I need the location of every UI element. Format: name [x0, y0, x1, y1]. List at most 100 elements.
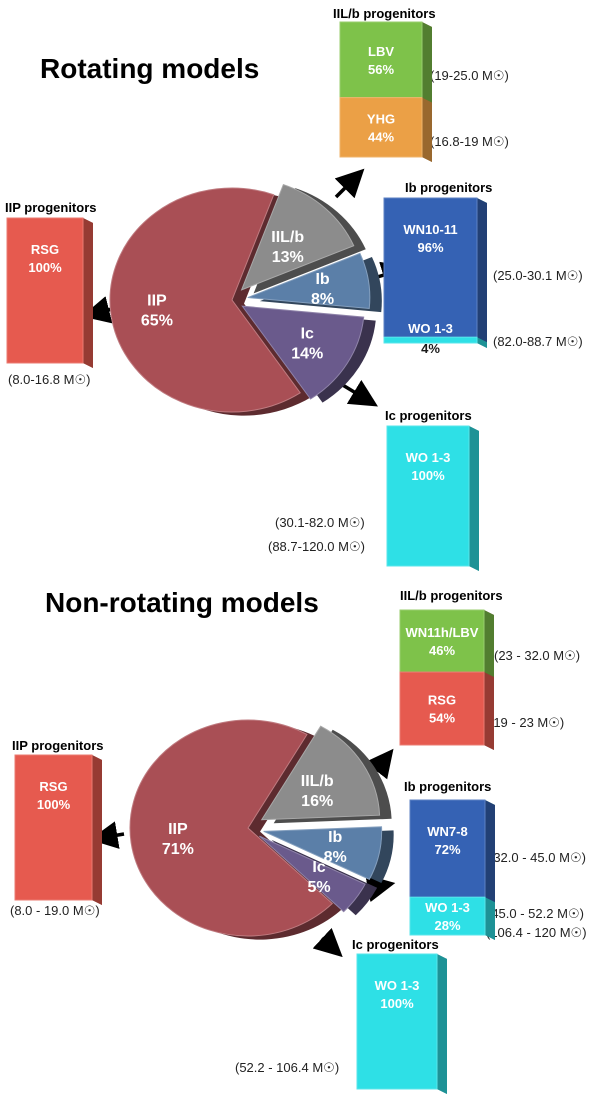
heading-ib-rot: Ib progenitors — [405, 180, 492, 195]
bar-segment-ic-0-1 — [356, 953, 438, 1090]
bar-segment-ib-1-0 — [383, 336, 478, 344]
bar-segment-iilb-0-0 — [339, 21, 423, 99]
pie-slice-iip-1 — [129, 719, 334, 937]
pie-value-ib-1: 8% — [324, 849, 347, 866]
bar-label-ib-1-0: WO 1-3 — [408, 321, 453, 336]
bar-label-ib-0-0: WN10-11 — [403, 222, 457, 237]
range-ic-nonrot: (52.2 - 106.4 M☉) — [235, 1060, 339, 1076]
bar-segment-side-iip-0-1 — [92, 755, 102, 905]
bar-value-iip-0-0: 100% — [28, 260, 62, 275]
pie-value-ib-0: 8% — [311, 291, 334, 308]
bar-label-iip-0-0: RSG — [31, 242, 59, 257]
bar-segment-side-ib-0-1 — [485, 800, 495, 903]
pie-value-iip-0: 65% — [141, 312, 173, 329]
range-iilb-top-nonrot: (23 - 32.0 M☉) — [494, 648, 580, 664]
panel-title-nonrotating: Non-rotating models — [45, 587, 319, 618]
bar-segment-iilb-1-0 — [339, 97, 423, 158]
bar-segment-side-ib-1-1 — [485, 897, 495, 940]
pie-slice-ib-0 — [247, 252, 371, 310]
pie-slice-ic-1 — [259, 835, 366, 913]
bar-value-iilb-0-0: 56% — [368, 62, 394, 77]
bar-segment-ic-0-0 — [386, 425, 470, 567]
bar-value-ib-0-0: 96% — [417, 240, 443, 255]
bar-value-iilb-1-0: 44% — [368, 129, 394, 144]
bar-label-iilb-0-1: WN11h/LBV — [406, 625, 479, 640]
bar-segment-side-iilb-0-1 — [484, 610, 494, 678]
range-ib-1-nonrot: (32.0 - 45.0 M☉) — [489, 850, 586, 866]
bar-segment-side-ib-0-0 — [477, 198, 487, 343]
heading-ic-nonrot: Ic progenitors — [352, 937, 439, 952]
range-ic-2-rot: (88.7-120.0 M☉) — [268, 539, 365, 555]
bar-label-ib-1-1: WO 1-3 — [425, 900, 470, 915]
bar-label-iilb-0-0: LBV — [368, 44, 394, 59]
pie-label-ib-1: Ib — [328, 829, 342, 846]
heading-iilb-rot: IIL/b progenitors — [333, 6, 436, 21]
pie-label-ic-0: Ic — [301, 326, 314, 343]
bar-value-ic-0-1: 100% — [380, 996, 414, 1011]
heading-ib-nonrot: Ib progenitors — [404, 779, 491, 794]
range-iip-rot: (8.0-16.8 M☉) — [8, 372, 90, 388]
bar-label-ic-0-0: WO 1-3 — [406, 450, 451, 465]
arrow-to-iip-nonrot — [89, 821, 125, 849]
range-iilb-bottom-rot: (16.8-19 M☉) — [430, 134, 509, 150]
bar-segment-side-iilb-1-0 — [422, 97, 432, 162]
arrow-to-ic-rot — [340, 379, 378, 407]
pie-value-iilb-0: 13% — [272, 249, 304, 266]
bar-segment-side-ic-0-0 — [469, 426, 479, 571]
range-ib-3-nonrot: (106.4 - 120 M☉) — [486, 925, 587, 941]
bar-segment-side-iilb-1-1 — [484, 672, 494, 750]
bar-segment-side-ib-1-0 — [477, 337, 487, 348]
pie-label-iip-0: IIP — [147, 292, 167, 309]
range-ib-2-nonrot: (45.0 - 52.2 M☉) — [487, 906, 584, 922]
heading-ic-rot: Ic progenitors — [385, 408, 472, 423]
bar-label-ic-0-1: WO 1-3 — [375, 978, 420, 993]
bar-label-iilb-1-1: RSG — [428, 693, 456, 708]
range-iip-nonrot: (8.0 - 19.0 M☉) — [10, 903, 100, 919]
bar-value-iilb-1-1: 54% — [429, 711, 455, 726]
pie-label-iip-1: IIP — [168, 821, 188, 838]
pie-value-ic-0: 14% — [291, 346, 323, 363]
bar-value-ib-1-0: 4% — [421, 341, 440, 356]
heading-iip-rot: IIP progenitors — [5, 200, 97, 215]
bar-segment-ib-1-1 — [409, 896, 486, 936]
bar-segment-side-iilb-0-0 — [422, 22, 432, 103]
bar-value-iip-0-1: 100% — [37, 797, 71, 812]
arrow-to-ic-nonrot — [312, 927, 343, 958]
bar-segment-iilb-0-1 — [399, 609, 485, 673]
bar-value-ib-0-1: 72% — [434, 842, 460, 857]
arrow-to-iilb-rot — [334, 168, 365, 199]
bar-segment-ib-0-0 — [383, 197, 478, 338]
range-ic-1-rot: (30.1-82.0 M☉) — [275, 515, 365, 531]
bar-segment-ib-0-1 — [409, 799, 486, 898]
pie-slice-iilb-1 — [260, 725, 381, 821]
heading-iip-nonrot: IIP progenitors — [12, 738, 104, 753]
pie-slice-iip-0 — [109, 187, 301, 413]
bar-label-ib-0-1: WN7-8 — [427, 824, 467, 839]
pie-label-ic-1: Ic — [312, 859, 325, 876]
range-ib-bottom-rot: (82.0-88.7 M☉) — [493, 334, 583, 350]
pie-label-ib-0: Ib — [315, 271, 329, 288]
pie-value-iilb-1: 16% — [301, 793, 333, 810]
pie-slice-iilb-0 — [240, 183, 355, 291]
heading-iilb-nonrot: IIL/b progenitors — [400, 588, 503, 603]
bar-value-ic-0-0: 100% — [411, 468, 445, 483]
bar-label-iilb-1-0: YHG — [367, 111, 395, 126]
bar-value-iilb-0-1: 46% — [429, 643, 455, 658]
bar-segment-iilb-1-1 — [399, 671, 485, 746]
bar-segment-side-ic-0-1 — [437, 954, 447, 1094]
pie-slice-ic-0 — [241, 305, 365, 400]
panel-title-rotating: Rotating models — [40, 53, 259, 84]
range-iilb-bottom-nonrot: (19 - 23 M☉) — [489, 715, 564, 731]
bar-segment-side-iip-0-0 — [83, 218, 93, 368]
bar-segment-iip-0-1 — [14, 754, 93, 901]
range-iilb-top-rot: (19-25.0 M☉) — [430, 68, 509, 84]
bar-value-ib-1-1: 28% — [434, 918, 460, 933]
pie-value-ic-1: 5% — [307, 879, 330, 896]
pie-label-iilb-0: IIL/b — [271, 229, 304, 246]
pie-label-iilb-1: IIL/b — [301, 773, 334, 790]
pie-slice-ib-1 — [263, 826, 383, 880]
range-ib-top-rot: (25.0-30.1 M☉) — [493, 268, 583, 284]
pie-value-iip-1: 71% — [162, 841, 194, 858]
bar-label-iip-0-1: RSG — [39, 779, 67, 794]
